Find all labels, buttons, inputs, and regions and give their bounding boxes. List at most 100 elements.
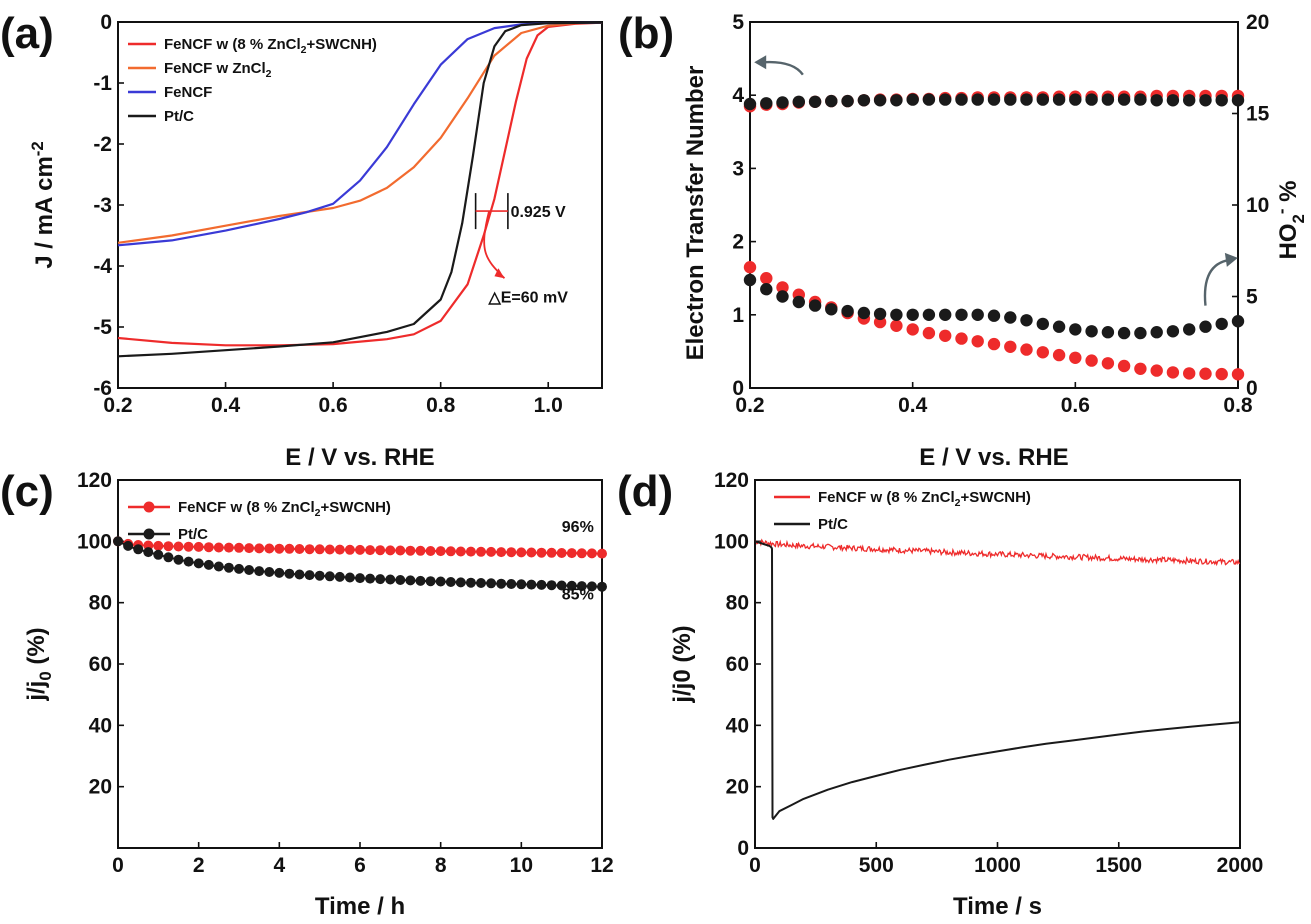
panel-a: (a) 0.2 0.4 0.6 0.8 1.0 0 -1 -2 -3 -4 -5 -6 FeNCF w (… — [0, 9, 603, 471]
data-point-1 — [1052, 93, 1066, 106]
data-point-2 — [1052, 348, 1066, 362]
data-point-1 — [760, 97, 773, 110]
data-point-1 — [922, 93, 936, 106]
data-point-0 — [516, 547, 527, 558]
data-point-0 — [304, 544, 315, 555]
data-point-1 — [294, 569, 305, 580]
y-tick-label: 5 — [732, 11, 744, 34]
data-point-3 — [971, 308, 984, 321]
data-point-0 — [314, 544, 325, 555]
data-point-2 — [971, 335, 984, 348]
data-point-0 — [334, 544, 345, 555]
legend-label: FeNCF w (8 % ZnCl2+SWCNH) — [818, 489, 1031, 509]
x-tick-label: 1000 — [974, 854, 1021, 877]
data-point-1 — [939, 93, 952, 106]
x-tick-label: 0 — [112, 854, 124, 877]
legend-label: FeNCF — [164, 84, 212, 101]
left-axis-arrowhead — [754, 55, 767, 70]
data-point-1 — [536, 579, 547, 590]
data-point-3 — [743, 273, 757, 287]
data-point-3 — [792, 295, 805, 309]
data-point-1 — [556, 580, 567, 591]
x-tick-label: 0.2 — [735, 394, 764, 417]
data-point-3 — [873, 307, 887, 321]
data-point-2 — [1117, 359, 1131, 373]
data-point-3 — [922, 308, 936, 321]
y-right-axis-title-part-3: % — [1275, 181, 1302, 209]
legend-label-part-0: FeNCF w ZnCl — [164, 60, 266, 77]
data-point-1 — [304, 570, 315, 581]
data-point-1 — [841, 94, 854, 108]
data-point-1 — [496, 578, 507, 589]
data-point-1 — [1150, 94, 1163, 107]
delta-text: E=60 mV — [501, 290, 568, 307]
data-point-3 — [1052, 320, 1066, 333]
delta-arrowhead — [494, 268, 505, 279]
panel-letter: (a) — [0, 9, 54, 58]
data-point-0 — [173, 541, 184, 552]
data-point-1 — [1036, 93, 1050, 106]
data-point-1 — [183, 556, 194, 567]
x-tick-label: 6 — [354, 854, 366, 877]
data-point-1 — [526, 579, 537, 590]
data-point-1 — [213, 561, 224, 572]
data-point-1 — [1085, 93, 1098, 106]
data-point-1 — [334, 571, 345, 582]
y-tick-label: 40 — [726, 714, 749, 737]
legend-marker — [143, 528, 155, 540]
data-point-1 — [1231, 94, 1245, 107]
data-point-2 — [1215, 367, 1228, 381]
data-point-0 — [476, 546, 486, 557]
data-point-2 — [1199, 367, 1212, 380]
data-point-1 — [324, 571, 335, 582]
data-point-1 — [1069, 93, 1082, 106]
legend-label-part-2: +SWCNH) — [961, 489, 1031, 506]
data-point-0 — [163, 541, 174, 552]
y-axis-title: j/j0 (%) — [23, 627, 55, 701]
y-tick-label: -3 — [93, 194, 112, 217]
data-point-1 — [143, 547, 154, 558]
data-point-1 — [1117, 93, 1131, 106]
data-point-1 — [123, 540, 134, 551]
data-point-3 — [776, 290, 789, 303]
data-point-1 — [264, 567, 275, 577]
data-point-2 — [1004, 340, 1017, 353]
y-tick-label: 60 — [89, 653, 112, 676]
data-point-0 — [385, 545, 396, 556]
data-point-0 — [375, 545, 386, 556]
data-point-2 — [1036, 346, 1050, 359]
legend-label-part-2: +SWCNH) — [307, 36, 377, 53]
series-line-0 — [754, 538, 1241, 567]
data-point-0 — [284, 543, 295, 554]
x-tick-label: 12 — [590, 854, 613, 877]
x-axis-title: Time / s — [953, 893, 1042, 920]
data-point-0 — [294, 544, 305, 554]
series-line-1 — [117, 21, 603, 244]
data-point-1 — [825, 94, 838, 108]
data-point-0 — [355, 544, 365, 555]
data-point-1 — [284, 568, 295, 579]
retention-label: 85% — [562, 587, 594, 604]
y-right-tick-label: 5 — [1246, 286, 1258, 309]
data-point-1 — [586, 581, 597, 592]
data-point-1 — [133, 544, 144, 555]
data-point-3 — [1231, 315, 1245, 328]
data-point-0 — [536, 547, 547, 558]
data-point-0 — [506, 547, 517, 558]
data-point-0 — [405, 545, 416, 556]
y-tick-label: -1 — [93, 72, 112, 95]
data-point-3 — [841, 304, 854, 318]
data-point-0 — [395, 545, 406, 556]
data-point-3 — [1150, 326, 1163, 339]
retention-label: 96% — [562, 519, 594, 536]
data-point-3 — [955, 308, 968, 321]
data-point-1 — [355, 573, 365, 584]
data-point-0 — [274, 543, 285, 554]
y-tick-label: 1 — [732, 304, 744, 327]
x-tick-label: 0.8 — [1223, 394, 1253, 417]
y-tick-label: 0 — [737, 837, 749, 860]
data-point-1 — [465, 577, 476, 588]
data-point-1 — [365, 573, 376, 584]
y-tick-label: -2 — [93, 133, 112, 156]
data-point-1 — [445, 577, 456, 587]
